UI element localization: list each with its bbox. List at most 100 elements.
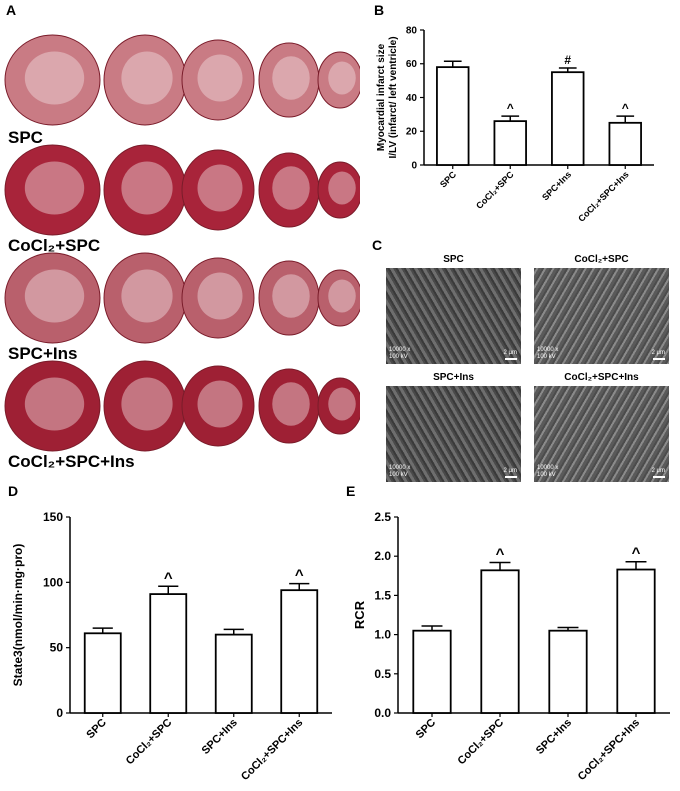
tem-magnification-text: 10000 x 100 kV <box>537 347 559 360</box>
heart-row <box>0 356 363 456</box>
heart-slice-cavity <box>272 382 310 426</box>
y-tick-label: 50 <box>50 641 64 655</box>
tem-title: SPC+Ins <box>433 372 474 383</box>
y-tick-label: 1.0 <box>374 628 391 642</box>
heart-slice-cavity <box>197 164 243 212</box>
heart-row <box>0 30 363 130</box>
bar <box>608 121 642 166</box>
x-category-label: CoCl₂+SPC+Ins <box>576 169 630 223</box>
panel-c-letter: C <box>372 237 383 253</box>
significance-marker: ^ <box>507 101 514 115</box>
state3-chart: State3(nmol/min·mg·pro) 0 50 100 150 SPC ^ CoCl… <box>11 510 332 783</box>
y-tick-label: 100 <box>43 575 63 589</box>
heart-row <box>0 140 363 240</box>
tem-title: CoCl₂+SPC <box>574 254 629 265</box>
heart-slice-cavity <box>272 274 310 318</box>
y-tick-label: 2.0 <box>374 549 391 563</box>
tem-magnification-text: 10000 x 100 kV <box>537 465 559 478</box>
heart-slice-cavity <box>272 56 310 100</box>
y-tick-label: 80 <box>406 25 418 36</box>
infarct-size-chart: Myocardial infarct size I/LV (infarct/ le… <box>376 25 654 224</box>
heart-slice-cavity <box>197 272 243 320</box>
heart-slice-cavity <box>197 380 243 428</box>
bar <box>83 632 122 714</box>
heart-slice-cavity <box>197 54 243 102</box>
bar <box>412 629 452 714</box>
heart-slice <box>4 144 101 236</box>
y-tick-label: 20 <box>406 127 418 138</box>
y-tick-label: 60 <box>406 59 418 70</box>
x-category-label: SPC <box>438 169 459 190</box>
heart-slice-cavity <box>121 51 173 105</box>
panel-a-letter: A <box>6 2 17 18</box>
panel-e-letter: E <box>346 483 356 499</box>
tem-cell: CoCl₂+SPC+Ins 10000 x 100 kV 2 μm <box>534 372 669 484</box>
tem-scalebar-label: 2 μm <box>651 468 665 474</box>
x-category-label: CoCl₂+SPC <box>124 717 175 768</box>
bar <box>548 629 588 714</box>
heart-slice-cavity <box>24 51 85 105</box>
tem-scalebar-label: 2 μm <box>503 468 517 474</box>
x-category-label: SPC+Ins <box>534 717 574 757</box>
bar <box>493 120 527 166</box>
x-category-label: SPC <box>414 717 439 742</box>
heart-slice <box>181 149 255 231</box>
y-tick-label: 0 <box>411 160 417 171</box>
tem-cell: SPC+Ins 10000 x 100 kV 2 μm <box>386 372 521 484</box>
tem-micrograph: 10000 x 100 kV 2 μm <box>386 386 521 482</box>
bar <box>280 589 319 714</box>
heart-slice-cavity <box>328 387 356 421</box>
tem-micrograph: 10000 x 100 kV 2 μm <box>386 268 521 364</box>
x-category-label: CoCl₂+SPC <box>474 169 516 211</box>
heart-slice <box>4 252 101 344</box>
heart-group-label: SPC <box>8 128 43 147</box>
heart-slice <box>181 365 255 447</box>
rcr-chart: RCR 0.0 0.5 1.0 1.5 2.0 2.5 SPC ^ CoCl₂+SPC SPC+In… <box>352 510 670 783</box>
tem-scalebar <box>505 476 517 478</box>
heart-slice <box>181 257 255 339</box>
tem-scalebar <box>505 358 517 360</box>
y-tick-label: 2.5 <box>374 510 391 524</box>
heart-slice-cavity <box>272 166 310 210</box>
y-tick-label: 1.5 <box>374 588 391 602</box>
tem-scalebar <box>653 476 665 478</box>
y-axis-label: I/LV (infarct/ left ventricle) <box>388 36 399 158</box>
heart-slice-cavity <box>24 269 85 323</box>
panel-d-letter: D <box>8 483 19 499</box>
heart-slice-cavity <box>121 269 173 323</box>
tem-magnification-text: 10000 x 100 kV <box>389 347 411 360</box>
y-tick-label: 0 <box>56 706 63 720</box>
bar <box>214 633 253 714</box>
heart-group-label: SPC+Ins <box>8 344 78 363</box>
tem-magnification-text: 10000 x 100 kV <box>389 465 411 478</box>
heart-slice <box>4 360 101 452</box>
bar <box>616 568 656 714</box>
panel-b-letter: B <box>374 2 385 18</box>
y-axis-label: Myocardial infarct size <box>376 43 387 151</box>
y-tick-label: 0.0 <box>374 706 391 720</box>
tem-scalebar-label: 2 μm <box>503 350 517 356</box>
heart-slices-image <box>4 144 363 236</box>
heart-row <box>0 248 363 348</box>
x-category-label: SPC+Ins <box>540 169 573 202</box>
heart-slice-cavity <box>24 161 85 215</box>
significance-marker: ^ <box>622 101 629 115</box>
significance-marker: ^ <box>496 545 505 562</box>
x-category-label: CoCl₂+SPC <box>455 717 506 768</box>
x-category-label: SPC <box>84 717 109 742</box>
bar <box>436 66 470 166</box>
significance-marker: ^ <box>164 569 173 586</box>
x-category-label: CoCl₂+SPC+Ins <box>239 717 305 783</box>
heart-slice-cavity <box>121 377 173 431</box>
heart-slices-image <box>4 360 363 452</box>
y-axis-label: State3(nmol/min·mg·pro) <box>11 544 25 687</box>
bar <box>480 569 520 714</box>
tem-micrograph: 10000 x 100 kV 2 μm <box>534 386 669 482</box>
heart-slice-cavity <box>328 171 356 205</box>
tem-title: SPC <box>443 254 464 265</box>
significance-marker: ^ <box>295 567 304 584</box>
tem-cell: SPC 10000 x 100 kV 2 μm <box>386 254 521 366</box>
tem-image-grid: SPC 10000 x 100 kV 2 μm CoCl₂+SPC 10000 x 10… <box>386 254 674 490</box>
heart-slices-image <box>4 34 363 126</box>
y-tick-label: 40 <box>406 93 418 104</box>
